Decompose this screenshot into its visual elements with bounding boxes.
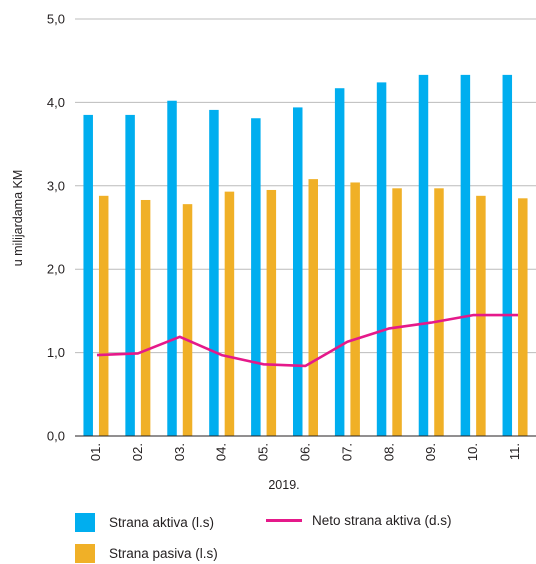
y-axis-label: u milijardama KM (11, 170, 25, 267)
y-tick-label: 4,0 (47, 95, 65, 110)
x-axis-ticks: 01. 02. 03. 04. 05. 06. 07. 08. 09. 10. 11. (88, 443, 522, 461)
x-tick-label: 02. (130, 443, 145, 461)
y-tick-label: 1,0 (47, 345, 65, 360)
bar-strana-pasiva (392, 188, 402, 436)
bar-strana-pasiva (140, 199, 151, 436)
bar-strana-pasiva (266, 189, 277, 436)
x-tick-label: 05. (256, 443, 271, 461)
x-tick-label: 09. (423, 443, 438, 461)
bar-strana-pasiva (224, 191, 235, 436)
bars (83, 74, 528, 437)
bar-strana-pasiva (350, 182, 360, 436)
bar-strana-aktiva (460, 74, 471, 437)
bar-strana-pasiva (182, 204, 193, 436)
x-tick-label: 11. (507, 443, 522, 460)
x-tick-label: 10. (465, 443, 480, 461)
line-series (96, 313, 518, 368)
y-axis-ticks: 0,0 1,0 2,0 3,0 4,0 5,0 (47, 12, 65, 444)
bar-strana-aktiva (125, 114, 135, 436)
y-tick-label: 3,0 (47, 178, 65, 193)
x-tick-label: 08. (381, 443, 396, 461)
bar-strana-aktiva (209, 109, 219, 436)
bar-strana-pasiva (434, 188, 444, 436)
bar-strana-aktiva (83, 114, 93, 436)
line-neto-strana-aktiva (96, 313, 518, 368)
bar-strana-aktiva (334, 88, 345, 437)
bar-strana-aktiva (293, 107, 303, 437)
y-tick-label: 2,0 (47, 262, 65, 277)
bar-strana-pasiva (308, 179, 318, 437)
y-tick-label: 5,0 (47, 12, 65, 27)
bar-strana-aktiva (418, 74, 429, 437)
bar-strana-aktiva (502, 74, 513, 437)
x-tick-label: 01. (88, 443, 103, 461)
bar-strana-pasiva (98, 195, 109, 436)
x-tick-label: 03. (172, 443, 187, 461)
bar-strana-aktiva (376, 82, 387, 436)
x-tick-label: 06. (298, 443, 313, 461)
bar-strana-pasiva (518, 198, 528, 436)
bar-strana-aktiva (251, 118, 261, 436)
x-tick-label: 07. (339, 443, 354, 461)
x-tick-label: 04. (214, 443, 229, 461)
x-axis-label: 2019. (268, 478, 299, 492)
bar-strana-aktiva (167, 100, 177, 437)
y-tick-label: 0,0 (47, 429, 65, 444)
